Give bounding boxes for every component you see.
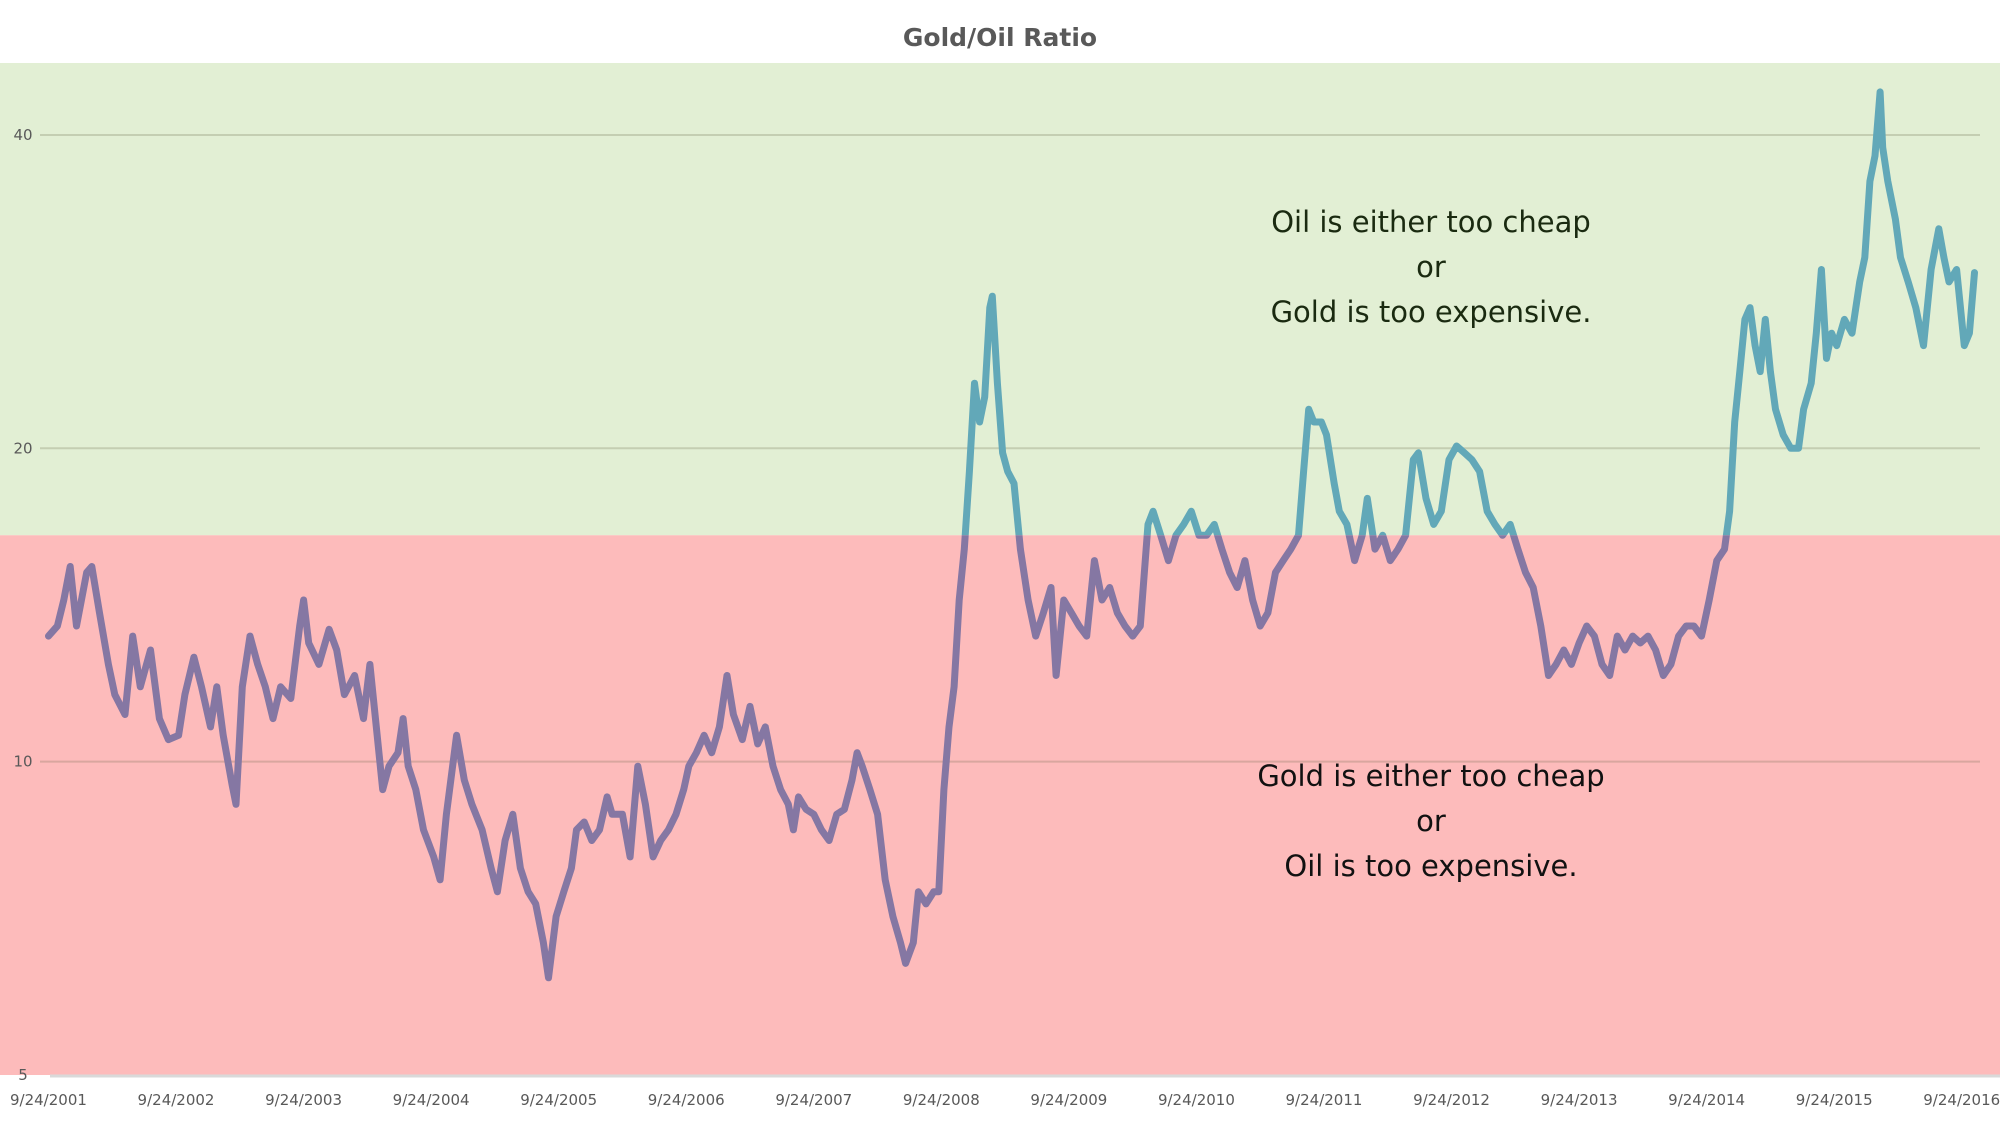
x-tick-label: 9/24/2002: [138, 1091, 215, 1109]
y-tick-label: 5: [18, 1066, 28, 1084]
x-tick-label: 9/24/2005: [520, 1091, 597, 1109]
gridlines: [40, 133, 1980, 763]
annotation-above-line-1: Oil is either too cheap: [1271, 205, 1591, 239]
x-tick-label: 9/24/2010: [1158, 1091, 1235, 1109]
x-tick-label: 9/24/2015: [1796, 1091, 1873, 1109]
annotation-above-line-3: Gold is too expensive.: [1271, 295, 1592, 329]
x-tick-label: 9/24/2004: [393, 1091, 470, 1109]
ratio-line-below-threshold: [45, 535, 1730, 982]
y-axis-ticks: 5 10 20 40: [13, 126, 32, 1084]
chart-title: Gold/Oil Ratio: [903, 23, 1097, 52]
x-tick-label: 9/24/2009: [1030, 1091, 1107, 1109]
x-tick-label: 9/24/2007: [775, 1091, 852, 1109]
x-tick-label: 9/24/2016: [1923, 1091, 2000, 1109]
annotation-below-line-1: Gold is either too cheap: [1257, 759, 1604, 793]
annotation-below-line-3: Oil is too expensive.: [1284, 849, 1577, 883]
annotation-below: Gold is either too cheap or Oil is too e…: [1257, 759, 1604, 883]
above-threshold-band: [0, 63, 2000, 536]
x-tick-label: 9/24/2014: [1668, 1091, 1745, 1109]
x-tick-label: 9/24/2011: [1286, 1091, 1363, 1109]
y-tick-label: 20: [13, 439, 32, 457]
below-threshold-band: [0, 535, 2000, 1075]
x-tick-label: 9/24/2013: [1541, 1091, 1618, 1109]
annotation-above: Oil is either too cheap or Gold is too e…: [1271, 205, 1592, 329]
x-tick-label: 9/24/2012: [1413, 1091, 1490, 1109]
x-axis-ticks: 9/24/2001 9/24/2002 9/24/2003 9/24/2004 9/24…: [10, 1091, 2000, 1109]
x-tick-label: 9/24/2006: [648, 1091, 725, 1109]
x-tick-label: 9/24/2008: [903, 1091, 980, 1109]
x-tick-label: 9/24/2001: [10, 1091, 87, 1109]
x-tick-label: 9/24/2003: [265, 1091, 342, 1109]
annotation-above-line-2: or: [1416, 250, 1446, 284]
y-tick-label: 10: [13, 753, 32, 771]
annotation-below-line-2: or: [1416, 804, 1446, 838]
y-tick-label: 40: [13, 126, 32, 144]
